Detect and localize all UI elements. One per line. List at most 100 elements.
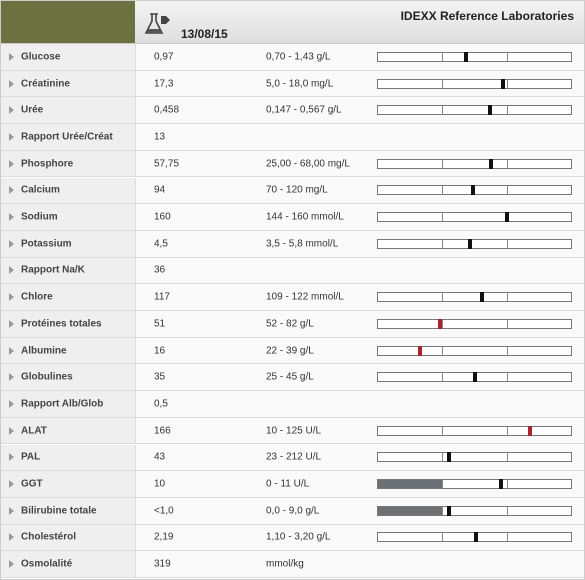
test-name: Albumine: [21, 345, 67, 357]
name-cell: [1, 444, 136, 471]
test-name: Chlore: [21, 291, 53, 303]
expand-arrow[interactable]: [9, 319, 15, 328]
result-marker: [447, 452, 452, 463]
test-name: Protéines totales: [21, 318, 102, 330]
range-divider: [442, 533, 444, 542]
result-row: Potassium 4,5 3,5 - 5,8 mmol/L: [1, 230, 584, 258]
reference-range: 1,10 - 3,20 g/L: [266, 531, 331, 543]
result-row: Calcium 94 70 - 120 mg/L: [1, 177, 584, 205]
range-divider: [506, 426, 508, 435]
name-cell: [1, 311, 136, 337]
expand-arrow[interactable]: [9, 373, 15, 382]
expand-arrow[interactable]: [9, 266, 15, 275]
test-name: Calcium: [21, 184, 60, 196]
test-name: Cholestérol: [21, 531, 77, 543]
name-cell: [1, 97, 136, 124]
test-name: Rapport Urée/Créat: [21, 131, 113, 143]
expand-arrow[interactable]: [9, 426, 15, 435]
name-cell: [1, 364, 136, 391]
name-cell: [1, 124, 136, 150]
reference-range: mmol/kg: [266, 558, 304, 570]
range-divider: [442, 480, 444, 489]
result-row: ALAT 166 10 - 125 U/L: [1, 417, 584, 445]
expand-arrow[interactable]: [9, 560, 15, 569]
expand-arrow[interactable]: [9, 186, 15, 195]
range-bar: [377, 452, 572, 463]
test-name: Bilirubine totale: [21, 505, 97, 517]
result-row: Globulines 35 25 - 45 g/L: [1, 364, 584, 392]
result-marker: [479, 292, 484, 303]
result-marker: [501, 78, 506, 89]
reference-range: 22 - 39 g/L: [266, 345, 314, 357]
reference-range: 0,0 - 9,0 g/L: [266, 505, 320, 517]
expand-arrow[interactable]: [9, 213, 15, 222]
name-cell: [1, 524, 136, 551]
result-value: 43: [154, 451, 166, 463]
range-divider: [442, 239, 444, 248]
result-marker: [504, 212, 509, 223]
low-zone: [378, 506, 443, 515]
expand-arrow[interactable]: [9, 453, 15, 462]
result-marker: [472, 372, 477, 383]
range-bar: [377, 185, 572, 196]
result-value: 0,97: [154, 51, 174, 63]
result-value: 36: [154, 264, 166, 276]
expand-arrow[interactable]: [9, 480, 15, 489]
reference-range: 52 - 82 g/L: [266, 318, 314, 330]
range-divider: [442, 453, 444, 462]
range-divider: [442, 52, 444, 61]
range-bar: [377, 238, 572, 249]
expand-arrow[interactable]: [9, 533, 15, 542]
range-divider: [442, 319, 444, 328]
expand-arrow[interactable]: [9, 106, 15, 115]
result-marker: [468, 238, 473, 249]
result-value: 13: [154, 131, 166, 143]
range-bar: [377, 105, 572, 116]
result-marker: [473, 532, 478, 543]
range-bar: [377, 78, 572, 89]
expand-arrow[interactable]: [9, 506, 15, 515]
range-bar: [377, 372, 572, 383]
range-divider: [442, 426, 444, 435]
range-divider: [506, 239, 508, 248]
report-date: 13/08/15: [181, 27, 228, 41]
reference-range: 25,00 - 68,00 mg/L: [266, 158, 350, 170]
result-row: Protéines totales 51 52 - 82 g/L: [1, 311, 584, 338]
result-row: PAL 43 23 - 212 U/L: [1, 444, 584, 472]
name-cell: [1, 257, 136, 284]
expand-arrow[interactable]: [9, 346, 15, 355]
range-divider: [442, 373, 444, 382]
name-cell: [1, 497, 136, 524]
range-divider: [506, 293, 508, 302]
range-bar: [377, 318, 572, 329]
expand-arrow[interactable]: [9, 79, 15, 88]
expand-arrow[interactable]: [9, 293, 15, 302]
range-divider: [442, 346, 444, 355]
range-divider: [506, 480, 508, 489]
result-marker: [489, 158, 494, 169]
range-divider: [506, 506, 508, 515]
expand-arrow[interactable]: [9, 132, 15, 141]
test-name: Phosphore: [21, 158, 74, 170]
expand-arrow[interactable]: [9, 52, 15, 61]
test-name: Urée: [21, 104, 44, 116]
expand-arrow[interactable]: [9, 399, 15, 408]
range-divider: [506, 106, 508, 115]
reference-range: 70 - 120 mg/L: [266, 184, 328, 196]
test-name: Glucose: [21, 51, 61, 63]
flask-icon: [144, 13, 170, 34]
name-cell: [1, 44, 136, 70]
range-bar: [377, 532, 572, 543]
expand-arrow[interactable]: [9, 239, 15, 248]
result-value: 10: [154, 478, 166, 490]
result-row: Créatinine 17,3 5,0 - 18,0 mg/L: [1, 70, 584, 98]
range-bar: [377, 505, 572, 516]
result-row: Phosphore 57,75 25,00 - 68,00 mg/L: [1, 150, 584, 178]
name-cell: [1, 551, 136, 577]
range-divider: [506, 533, 508, 542]
result-value: 166: [154, 425, 171, 437]
range-divider: [506, 186, 508, 195]
name-cell: [1, 70, 136, 97]
expand-arrow[interactable]: [9, 159, 15, 168]
range-divider: [506, 159, 508, 168]
